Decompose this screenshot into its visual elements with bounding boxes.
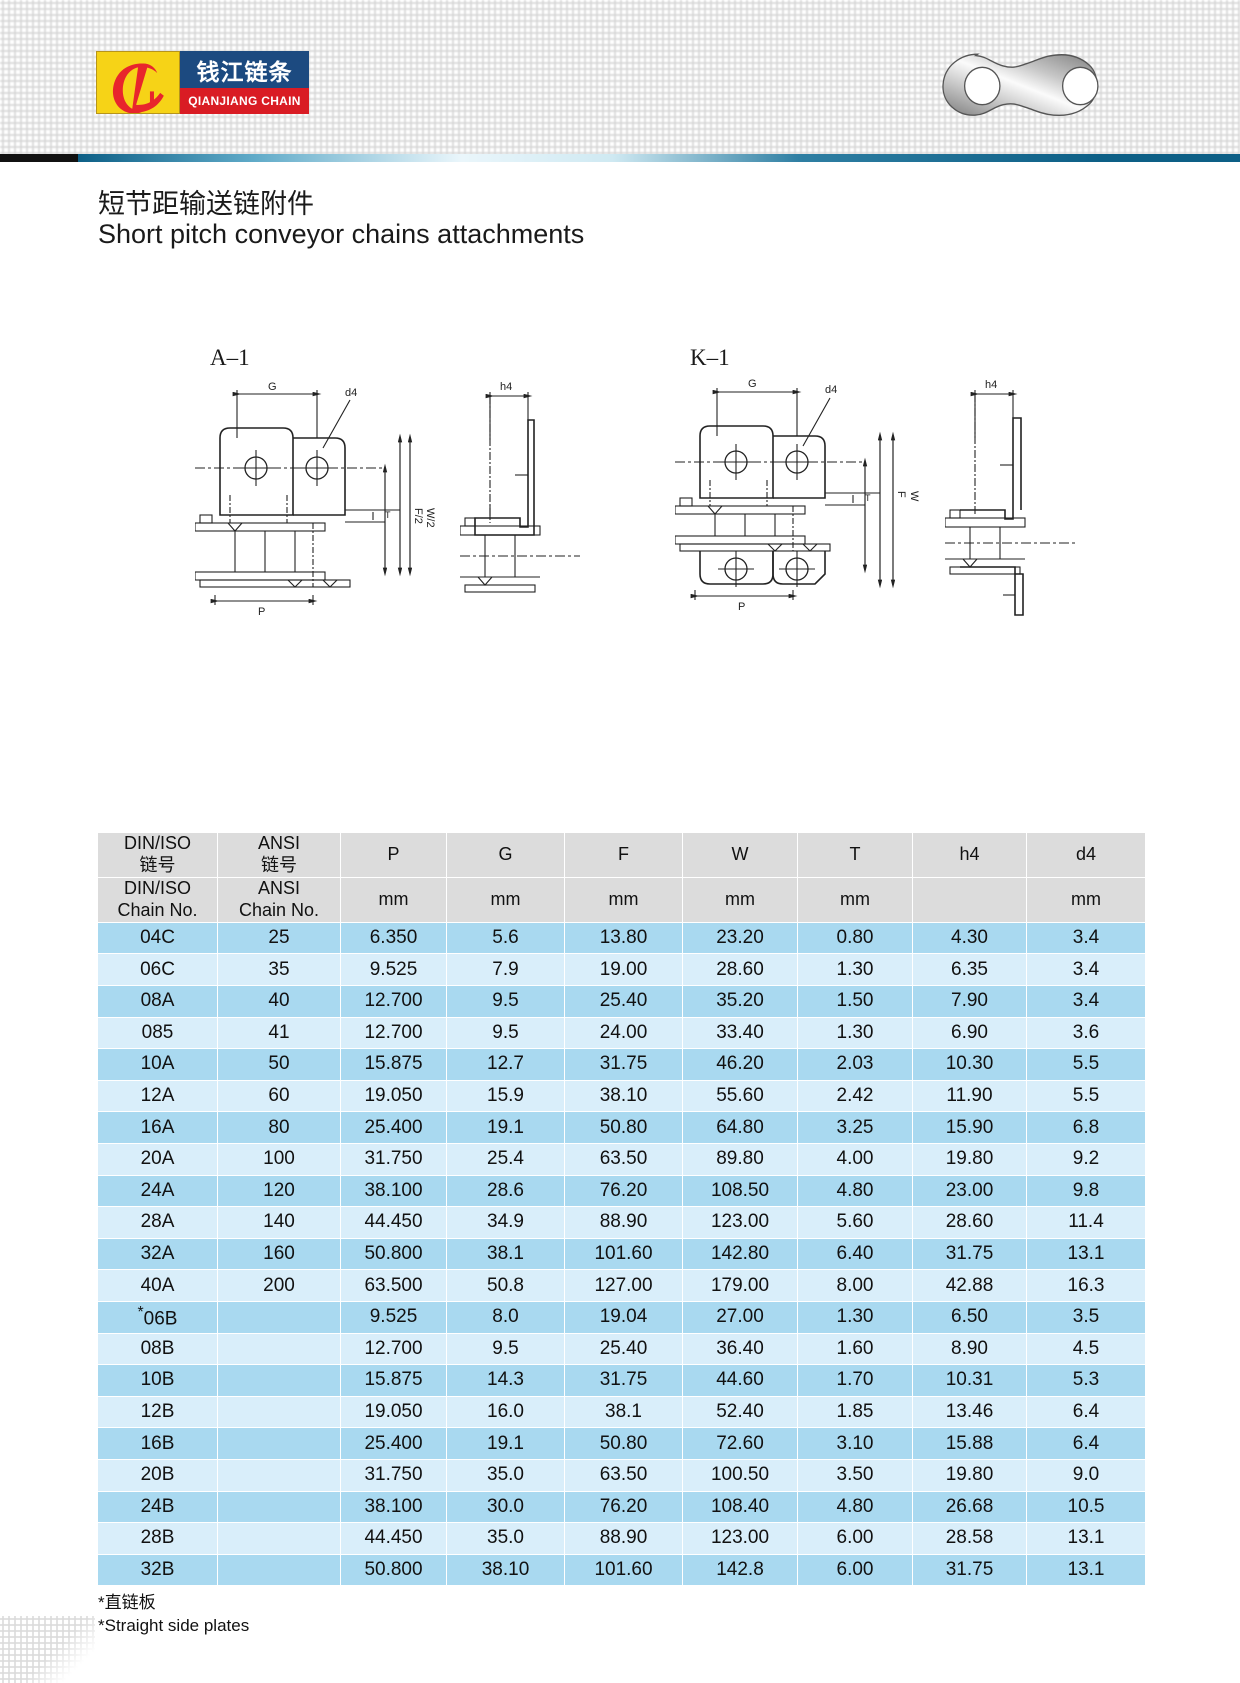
svg-text:P: P	[738, 601, 745, 613]
svg-text:F: F	[895, 491, 907, 498]
svg-text:T: T	[385, 510, 391, 520]
svg-text:W/2: W/2	[424, 508, 436, 528]
svg-text:T: T	[865, 493, 871, 503]
svg-text:d4: d4	[825, 384, 837, 396]
svg-text:P: P	[258, 606, 265, 618]
svg-text:G: G	[268, 381, 277, 393]
svg-text:h4: h4	[500, 381, 512, 393]
svg-text:W: W	[908, 491, 920, 502]
svg-text:d4: d4	[345, 387, 357, 399]
svg-text:F/2: F/2	[412, 508, 424, 524]
svg-text:h4: h4	[985, 379, 997, 391]
svg-text:G: G	[748, 378, 757, 390]
